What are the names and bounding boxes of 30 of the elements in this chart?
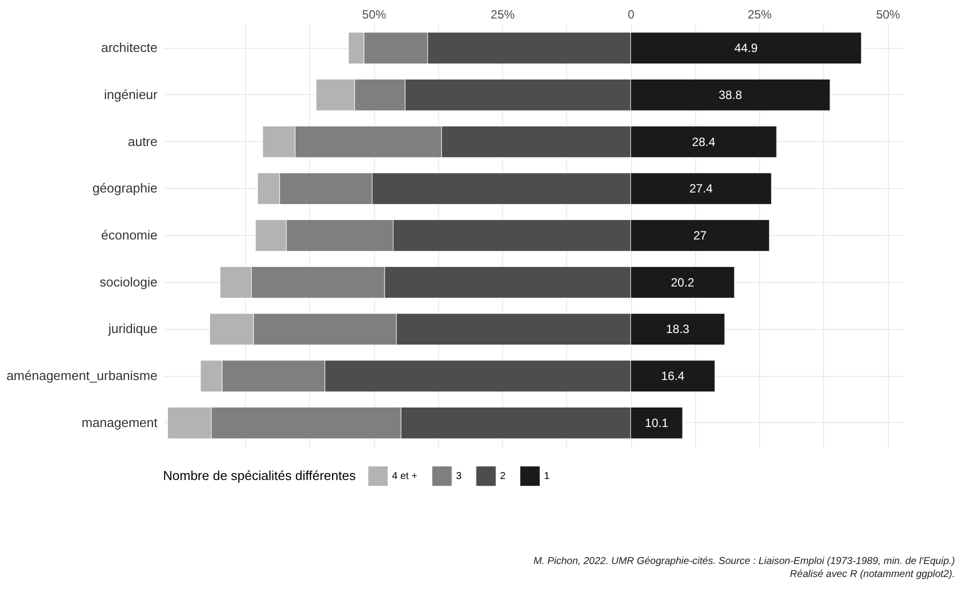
x-tick-label: 50%: [876, 8, 900, 22]
data-label: 10.1: [644, 416, 669, 430]
y-tick-label: autre: [128, 134, 158, 149]
x-tick-label: 25%: [748, 8, 772, 22]
y-tick-label: juridique: [107, 321, 158, 336]
y-tick-label: management: [82, 414, 158, 430]
legend-label: 3: [456, 471, 462, 482]
x-tick-label: 25%: [490, 8, 515, 22]
y-tick-label: sociologie: [100, 274, 158, 290]
data-label: 16.4: [661, 369, 685, 384]
data-label: 38.8: [718, 88, 742, 102]
x-tick-label: 50%: [362, 8, 387, 22]
text: M. Pichon, 2022. UMR Géographie-cités. Source : Liaison-Emploi (1973-1989, min. de l'Equip.): [533, 555, 955, 568]
y-tick-label: ingénieur: [104, 86, 158, 102]
legend-label: 1: [544, 471, 550, 482]
legend-label: 4 et +: [392, 471, 418, 482]
data-label: 44.9: [734, 41, 758, 56]
y-tick-label: architecte: [101, 40, 158, 56]
y-tick-label: économie: [101, 228, 158, 242]
legend-title: Nombre de spécialités différentes: [163, 468, 356, 483]
data-label: 27.4: [689, 182, 714, 196]
text: Réalisé avec R (notamment ggplot2).: [788, 568, 955, 581]
y-tick-label: géographie: [92, 180, 158, 196]
legend-label: 2: [500, 471, 506, 482]
y-tick-label: aménagement_urbanisme: [6, 368, 158, 384]
data-label: 27: [693, 228, 708, 242]
data-label: 18.3: [666, 322, 690, 336]
x-tick-label: 0: [628, 8, 635, 22]
data-label: 20.2: [670, 275, 695, 290]
data-label: 28.4: [692, 134, 716, 149]
